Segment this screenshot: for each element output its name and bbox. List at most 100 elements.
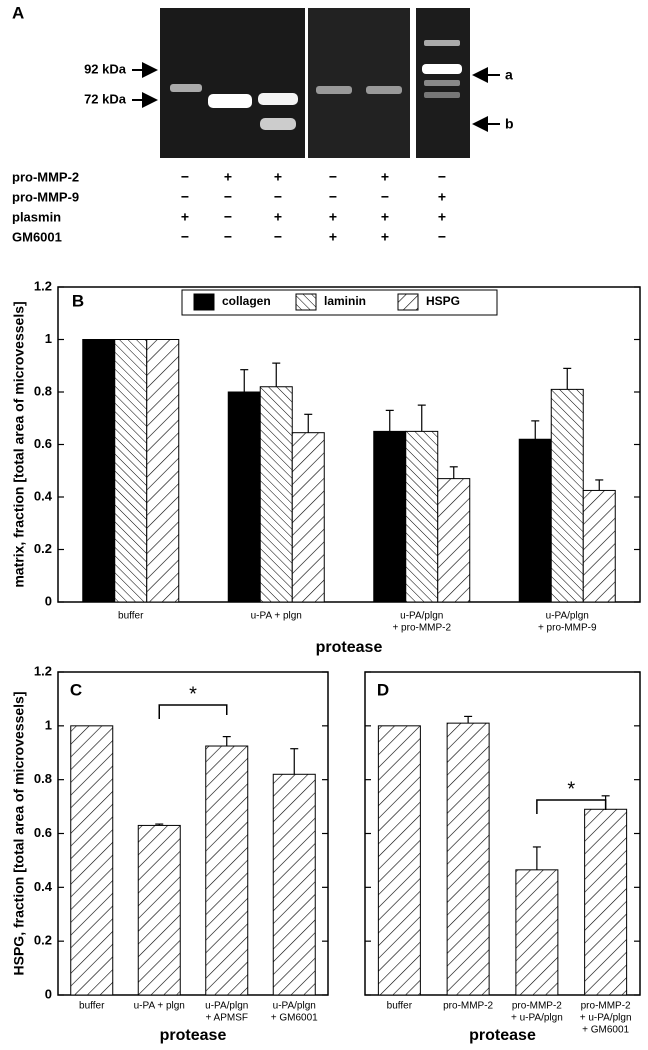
bar bbox=[582, 489, 616, 603]
sign: + bbox=[381, 229, 389, 245]
panel-label: B bbox=[72, 291, 84, 310]
sign: − bbox=[181, 229, 189, 245]
x-axis-label: protease bbox=[316, 639, 383, 656]
x-tick-label: pro-MMP-2 bbox=[443, 1001, 493, 1012]
y-tick-label: 0.8 bbox=[34, 383, 52, 398]
row-label: GM6001 bbox=[12, 229, 62, 244]
gel-image bbox=[132, 8, 500, 158]
band-label: a bbox=[505, 67, 513, 83]
y-tick-label: 0.4 bbox=[34, 488, 53, 503]
bar bbox=[205, 745, 249, 996]
legend-swatch bbox=[397, 293, 419, 311]
sign: − bbox=[329, 189, 337, 205]
y-tick-label: 0.8 bbox=[34, 771, 52, 786]
bar bbox=[518, 438, 552, 603]
x-tick-label: u-PA/plgn bbox=[400, 611, 443, 622]
bar bbox=[70, 725, 114, 996]
y-tick-label: 0 bbox=[45, 986, 52, 1001]
sign: − bbox=[274, 229, 282, 245]
bar bbox=[377, 725, 421, 996]
bar bbox=[291, 432, 325, 603]
sign: − bbox=[181, 189, 189, 205]
sign: − bbox=[329, 169, 337, 185]
y-tick-label: 0 bbox=[45, 593, 52, 608]
x-axis-label: protease bbox=[160, 1027, 227, 1044]
x-tick-label: buffer bbox=[387, 1001, 413, 1012]
x-tick-label: buffer bbox=[118, 611, 144, 622]
sign: − bbox=[438, 169, 446, 185]
x-tick-label: + GM6001 bbox=[582, 1025, 629, 1036]
x-axis-label: protease bbox=[469, 1027, 536, 1044]
row-label: pro-MMP-2 bbox=[12, 169, 79, 184]
x-tick-label: u-PA + plgn bbox=[251, 611, 302, 622]
bar bbox=[146, 339, 180, 603]
bar bbox=[584, 808, 628, 996]
bar bbox=[373, 430, 407, 603]
bar bbox=[437, 478, 471, 603]
significance-bracket bbox=[536, 799, 607, 814]
x-tick-label: pro-MMP-2 bbox=[512, 1001, 562, 1012]
sign: + bbox=[274, 169, 282, 185]
sign: − bbox=[274, 189, 282, 205]
bar bbox=[515, 869, 559, 996]
sign: − bbox=[381, 189, 389, 205]
bar bbox=[259, 386, 293, 603]
bar bbox=[272, 773, 316, 996]
sign: + bbox=[438, 189, 446, 205]
y-tick-label: 0.6 bbox=[34, 436, 52, 451]
significance-bracket bbox=[158, 704, 228, 719]
row-label: plasmin bbox=[12, 209, 61, 224]
panel-label: C bbox=[70, 680, 82, 699]
bar bbox=[114, 339, 148, 603]
sign: − bbox=[224, 209, 232, 225]
bar bbox=[82, 339, 116, 603]
panel-label: A bbox=[12, 3, 24, 22]
y-tick-label: 0.2 bbox=[34, 541, 52, 556]
x-tick-label: buffer bbox=[79, 1001, 105, 1012]
x-tick-label: u-PA/plgn bbox=[273, 1001, 316, 1012]
marker-label: 72 kDa bbox=[84, 91, 127, 106]
x-tick-label: + u-PA/plgn bbox=[580, 1013, 632, 1024]
y-tick-label: 1 bbox=[45, 331, 52, 346]
sign: − bbox=[181, 169, 189, 185]
sign: − bbox=[224, 189, 232, 205]
x-tick-label: + APMSF bbox=[205, 1013, 248, 1024]
legend-swatch bbox=[193, 293, 215, 311]
bar bbox=[446, 722, 490, 996]
sign: + bbox=[181, 209, 189, 225]
legend-swatch bbox=[295, 293, 317, 311]
sign: − bbox=[224, 229, 232, 245]
x-tick-label: u-PA/plgn bbox=[205, 1001, 248, 1012]
significance-label: * bbox=[567, 778, 575, 800]
y-tick-label: 0.4 bbox=[34, 879, 53, 894]
x-tick-label: + GM6001 bbox=[271, 1013, 318, 1024]
sign: + bbox=[329, 209, 337, 225]
panel-label: D bbox=[377, 680, 389, 699]
bar bbox=[227, 391, 261, 603]
y-axis-label: matrix, fraction [total area of microves… bbox=[11, 301, 27, 587]
bar bbox=[137, 824, 181, 996]
bar bbox=[405, 430, 439, 603]
x-tick-label: + pro-MMP-2 bbox=[392, 623, 451, 634]
y-axis-label: HSPG, fraction [total area of microvesse… bbox=[11, 692, 27, 976]
y-tick-label: 1.2 bbox=[34, 663, 52, 678]
legend-box bbox=[181, 289, 498, 316]
sign: + bbox=[381, 209, 389, 225]
x-tick-label: u-PA + plgn bbox=[134, 1001, 185, 1012]
x-tick-label: u-PA/plgn bbox=[546, 611, 589, 622]
legend-label: laminin bbox=[324, 294, 366, 308]
y-tick-label: 1.2 bbox=[34, 278, 52, 293]
sign: + bbox=[381, 169, 389, 185]
sign: − bbox=[438, 229, 446, 245]
y-tick-label: 1 bbox=[45, 717, 52, 732]
row-label: pro-MMP-9 bbox=[12, 189, 79, 204]
x-tick-label: + u-PA/plgn bbox=[511, 1013, 563, 1024]
y-tick-label: 0.6 bbox=[34, 825, 52, 840]
sign: + bbox=[438, 209, 446, 225]
x-tick-label: pro-MMP-2 bbox=[581, 1001, 631, 1012]
sign: + bbox=[274, 209, 282, 225]
bar bbox=[550, 388, 584, 603]
legend-label: collagen bbox=[222, 294, 271, 308]
